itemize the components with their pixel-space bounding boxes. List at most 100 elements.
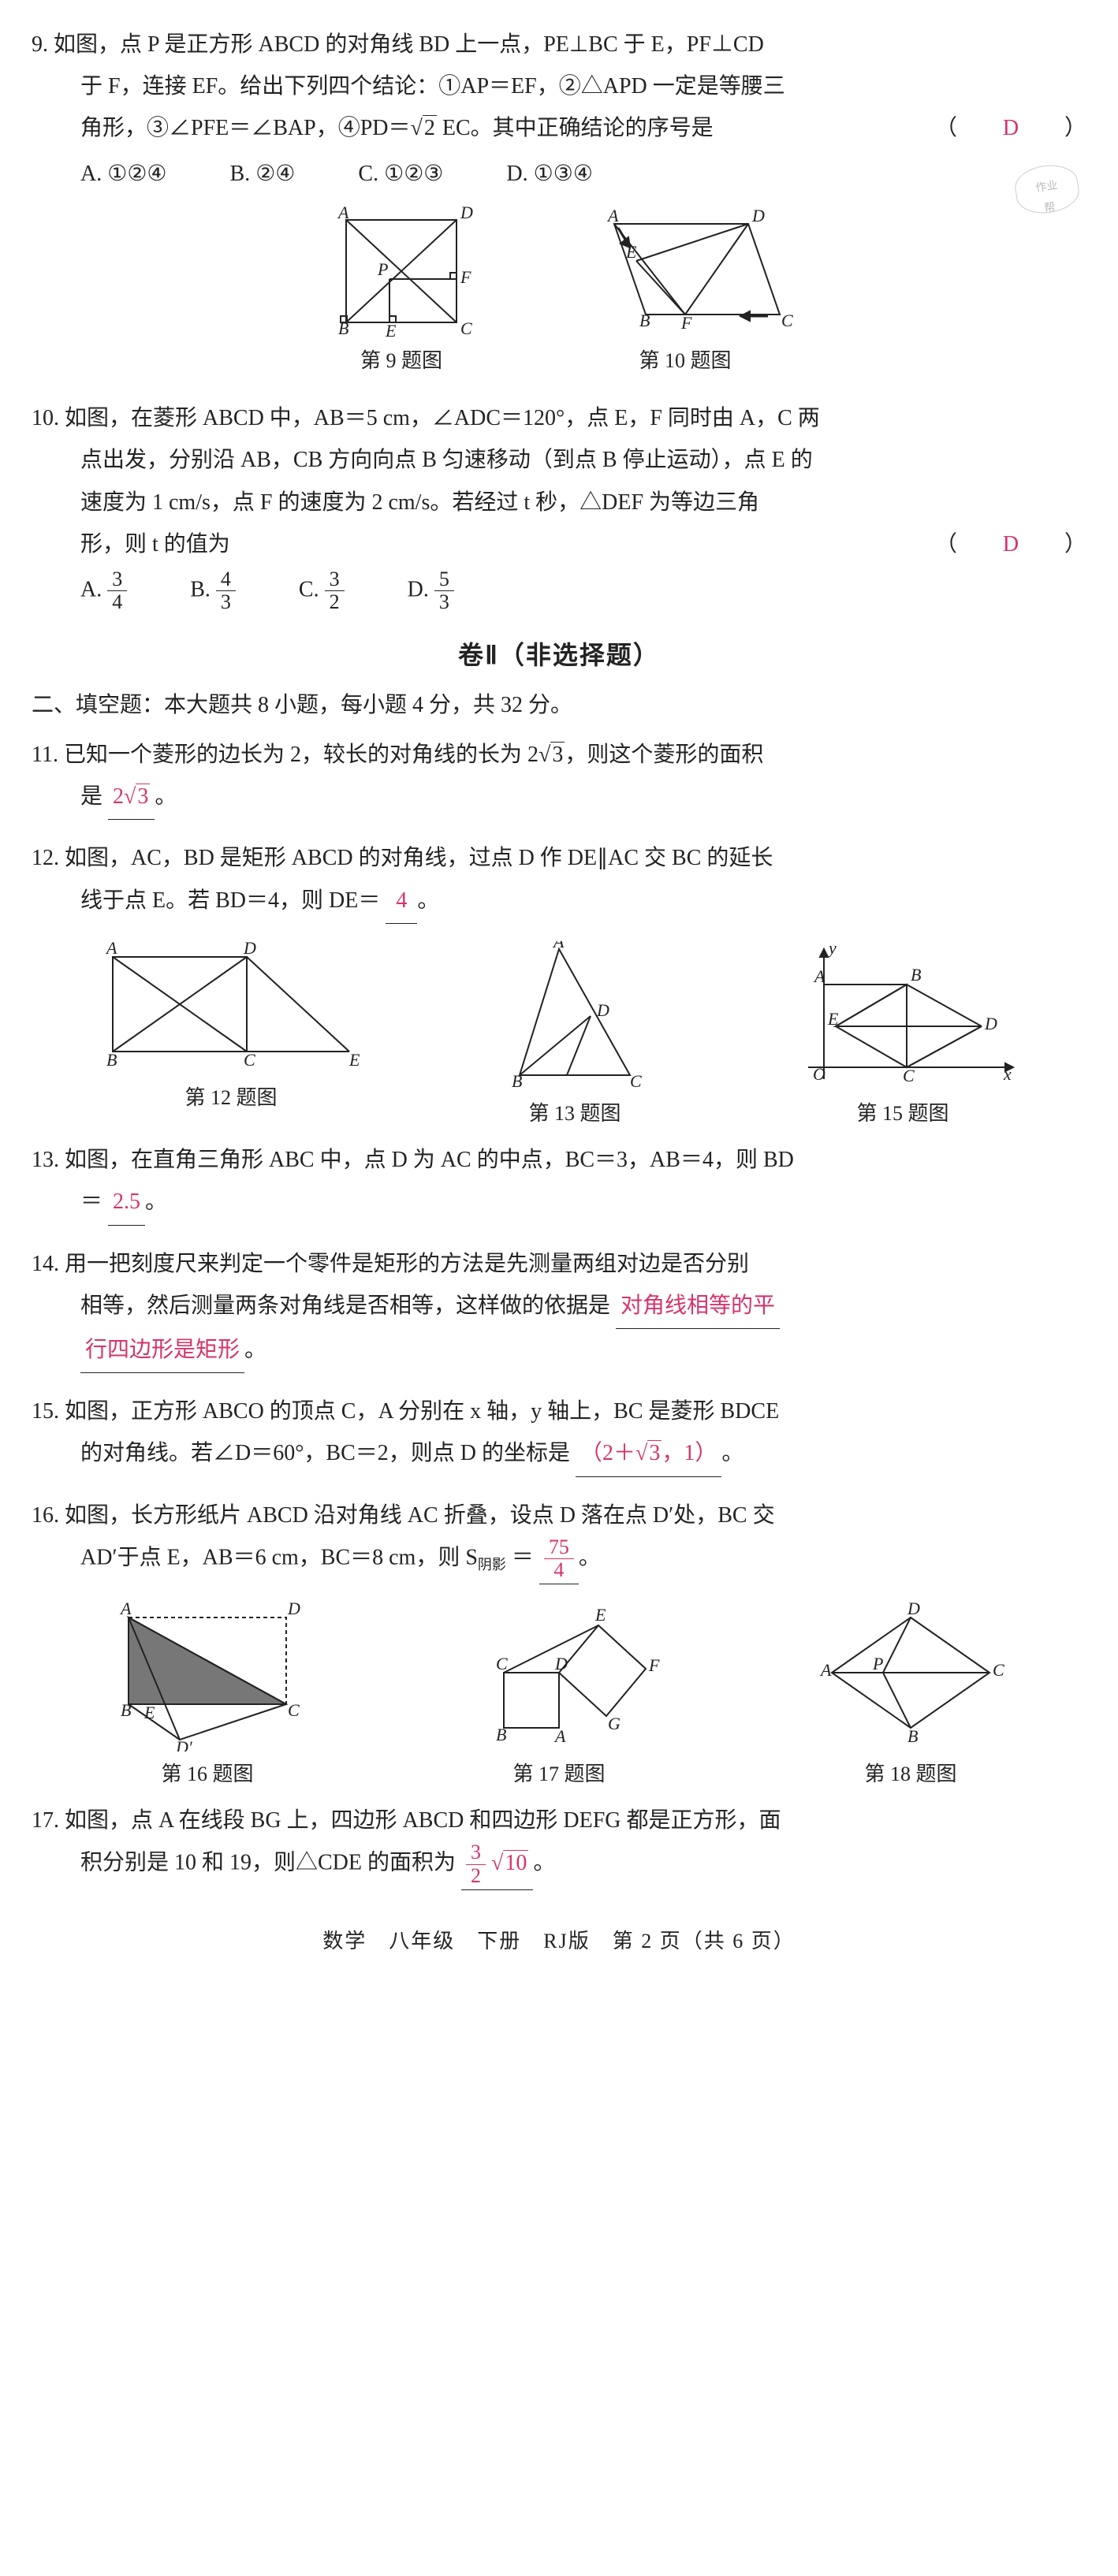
svg-text:C: C <box>288 1700 300 1720</box>
q15-line2: 的对角线。若∠D＝60°，BC＝2，则点 D 的坐标是 <box>80 1441 570 1465</box>
svg-text:A: A <box>105 941 117 958</box>
svg-text:P: P <box>377 259 388 279</box>
svg-text:E: E <box>625 242 637 262</box>
svg-text:D: D <box>460 204 473 222</box>
q17-frac: 3 2 <box>466 1841 486 1887</box>
question-10: 10. 如图，在菱形 ABCD 中，AB＝5 cm，∠ADC＝120°，点 E，… <box>32 397 1086 614</box>
q9-opt-d: D. ①③④ <box>506 153 593 195</box>
q9-q10-figures: AD BC PF E 第 9 题图 AD BC EF 第 <box>32 204 1086 380</box>
svg-text:A: A <box>119 1602 132 1618</box>
svg-text:B: B <box>512 1071 522 1091</box>
q13-line1: 如图，在直角三角形 ABC 中，点 D 为 AC 的中点，BC＝3，AB＝4，则… <box>65 1148 794 1172</box>
svg-text:C: C <box>244 1050 255 1070</box>
q12-line1: 如图，AC，BD 是矩形 ABCD 的对角线，过点 D 作 DE∥AC 交 BC… <box>65 846 773 870</box>
fig-9-wrap: AD BC PF E 第 9 题图 <box>322 204 480 380</box>
svg-text:C: C <box>460 318 472 338</box>
part2-title: 卷Ⅱ（非选择题） <box>32 631 1086 679</box>
q17-line2-row: 积分别是 10 和 19，则△CDE 的面积为 3 2 10 。 <box>32 1841 1086 1889</box>
svg-text:O: O <box>813 1064 825 1084</box>
q17-period: 。 <box>533 1851 555 1875</box>
fig-row-12-13-15: AD BCE 第 12 题图 ABC D 第 13 题图 AB CO ED xy <box>32 941 1086 1133</box>
sqrt-icon <box>124 776 136 817</box>
fig-16-svg: AD BC ED′ <box>105 1602 310 1751</box>
svg-text:F: F <box>460 267 471 287</box>
sqrt-icon <box>411 107 423 149</box>
svg-text:B: B <box>639 311 650 330</box>
fig-10-svg: AD BC EF <box>575 204 796 338</box>
svg-text:A: A <box>819 1660 832 1680</box>
q12-line2a: 线于点 E。若 BD＝4，则 DE＝ <box>80 888 380 913</box>
q10-answer-paren: （ D ） <box>935 523 1086 565</box>
question-12: 12. 如图，AC，BD 是矩形 ABCD 的对角线，过点 D 作 DE∥AC … <box>32 837 1086 923</box>
q10-answer: D <box>979 523 1042 565</box>
svg-text:C: C <box>993 1660 1004 1680</box>
svg-text:A: A <box>606 206 619 225</box>
q11-line2-row: 是 23 。 <box>32 776 1086 820</box>
q11-ans-pre: 2 <box>113 784 124 809</box>
q11-line2: 是 <box>80 784 102 809</box>
svg-text:D′: D′ <box>175 1737 193 1751</box>
q10-number: 10. <box>32 406 59 430</box>
q16-period: 。 <box>579 1545 601 1569</box>
svg-text:G: G <box>608 1714 620 1733</box>
svg-text:B: B <box>106 1050 117 1070</box>
question-15: 15. 如图，正方形 ABCO 的顶点 C，A 分别在 x 轴，y 轴上，BC … <box>32 1390 1086 1476</box>
q10-opt-b: B. 43 <box>190 568 236 614</box>
q9-sqrt2: 2 <box>423 115 437 140</box>
fig-18-svg: AC DB P <box>808 1602 1013 1751</box>
fig-13-caption: 第 13 题图 <box>528 1094 620 1133</box>
q16-frac: 75 4 <box>544 1536 574 1582</box>
svg-text:A: A <box>813 966 825 986</box>
q17-line1: 如图，点 A 在线段 BG 上，四边形 ABCD 和四边形 DEFG 都是正方形… <box>65 1808 781 1833</box>
svg-text:E: E <box>143 1703 155 1722</box>
q13-number: 13. <box>32 1148 59 1172</box>
q14-line3-row: 行四边形是矩形。 <box>32 1329 1086 1373</box>
fig-18-wrap: AC DB P 第 18 题图 <box>808 1602 1013 1793</box>
fig-17-wrap: CD EF BAG 第 17 题图 <box>457 1602 661 1793</box>
fig-9-svg: AD BC PF E <box>322 204 480 338</box>
q12-line2-row: 线于点 E。若 BD＝4，则 DE＝ 4。 <box>32 880 1086 924</box>
svg-text:D: D <box>984 1014 997 1033</box>
fig-15-svg: AB CO ED xy <box>784 941 1021 1091</box>
svg-text:D: D <box>907 1602 920 1618</box>
q15-line1: 如图，正方形 ABCO 的顶点 C，A 分别在 x 轴，y 轴上，BC 是菱形 … <box>65 1399 779 1424</box>
sqrt-icon <box>635 1432 647 1474</box>
svg-text:D: D <box>596 1000 609 1020</box>
svg-text:B: B <box>496 1725 506 1744</box>
svg-text:D: D <box>554 1654 568 1673</box>
q10-line4-row: 形，则 t 的值为 （ D ） <box>32 523 1086 565</box>
q10-text: 10. 如图，在菱形 ABCD 中，AB＝5 cm，∠ADC＝120°，点 E，… <box>32 397 1086 439</box>
q10-line2: 点出发，分别沿 AB，CB 方向向点 B 匀速移动（到点 B 停止运动），点 E… <box>32 439 1086 481</box>
q14-line2: 相等，然后测量两条对角线是否相等，这样做的依据是 <box>80 1294 610 1318</box>
fill-header: 二、填空题：本大题共 8 小题，每小题 4 分，共 32 分。 <box>32 684 1086 726</box>
fig-15-wrap: AB CO ED xy 第 15 题图 <box>784 941 1021 1133</box>
svg-text:E: E <box>385 321 397 338</box>
q12-answer: 4 <box>386 880 417 924</box>
fig-10-wrap: AD BC EF 第 10 题图 <box>575 204 796 380</box>
q13-line2: ＝ <box>80 1189 102 1214</box>
svg-text:F: F <box>680 313 692 333</box>
question-11: 11. 已知一个菱形的边长为 2，较长的对角线的长为 23，则这个菱形的面积 是… <box>32 734 1086 820</box>
sqrt-icon <box>491 1842 503 1884</box>
q16-line2a: AD′于点 E，AB＝6 cm，BC＝8 cm，则 S <box>80 1545 478 1569</box>
q13-line2-row: ＝ 2.5。 <box>32 1181 1086 1225</box>
q9-answer: D <box>979 107 1042 149</box>
q9-opt-a: A. ①②④ <box>80 153 167 195</box>
svg-text:A: A <box>337 204 349 222</box>
q11-number: 11. <box>32 743 58 767</box>
fig-13-svg: ABC D <box>496 941 654 1091</box>
q15-ansb: ，1） <box>661 1441 717 1465</box>
q11-period: 。 <box>155 784 177 809</box>
q13-answer: 2.5 <box>108 1181 145 1225</box>
fig-16-wrap: AD BC ED′ 第 16 题图 <box>105 1602 310 1793</box>
q17-den: 2 <box>466 1865 486 1888</box>
fig-row-16-17-18: AD BC ED′ 第 16 题图 CD EF BAG 第 17 题图 AC D… <box>32 1602 1086 1793</box>
fig-13-wrap: ABC D 第 13 题图 <box>496 941 654 1133</box>
q15-line2-row: 的对角线。若∠D＝60°，BC＝2，则点 D 的坐标是 （2＋3，1） 。 <box>32 1432 1086 1476</box>
fig-17-svg: CD EF BAG <box>457 1602 661 1751</box>
fig-17-caption: 第 17 题图 <box>512 1755 605 1793</box>
svg-text:D: D <box>751 206 765 225</box>
q11-line1b: ，则这个菱形的面积 <box>565 743 763 767</box>
svg-text:F: F <box>648 1655 660 1675</box>
q11-line1a: 已知一个菱形的边长为 2，较长的对角线的长为 2 <box>64 743 539 767</box>
